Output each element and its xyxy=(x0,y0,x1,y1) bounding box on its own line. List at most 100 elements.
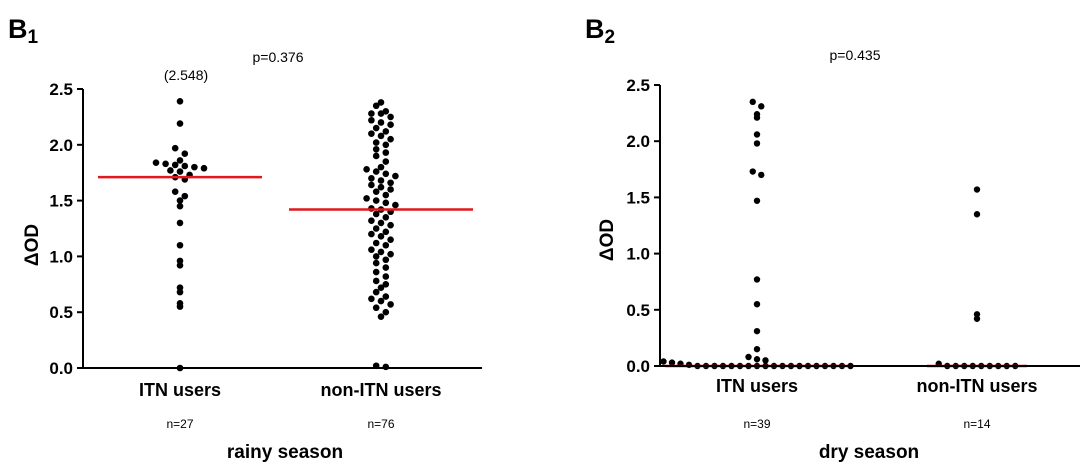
x-axis-label: dry season xyxy=(819,442,919,463)
data-point xyxy=(392,172,399,180)
data-point xyxy=(372,210,380,218)
data-point xyxy=(162,160,169,168)
data-point xyxy=(372,188,380,195)
data-point xyxy=(171,161,179,169)
data-points xyxy=(152,97,399,372)
data-point xyxy=(181,150,189,158)
data-point xyxy=(753,345,761,353)
n-label-itn: n=27 xyxy=(166,417,193,431)
data-point xyxy=(176,157,184,164)
data-point xyxy=(668,359,676,366)
data-point xyxy=(387,250,394,258)
data-point xyxy=(152,159,160,166)
y-tick-label: 2.0 xyxy=(49,136,73,155)
data-point xyxy=(372,239,380,247)
data-point xyxy=(382,128,390,135)
data-point xyxy=(372,288,380,296)
data-point xyxy=(660,358,667,365)
data-point xyxy=(368,174,375,182)
data-point xyxy=(382,199,390,207)
data-point xyxy=(176,120,184,127)
data-point xyxy=(181,162,189,170)
data-point xyxy=(382,293,390,300)
y-axis-label: ΔOD xyxy=(22,224,43,266)
data-point xyxy=(749,98,756,106)
data-point xyxy=(387,135,394,143)
category-label-itn: ITN users xyxy=(716,376,798,396)
data-point xyxy=(377,284,385,291)
data-point xyxy=(372,139,380,146)
data-point xyxy=(167,167,174,174)
y-tick-label: 0.0 xyxy=(626,357,650,376)
data-point xyxy=(368,295,375,303)
n-label-non-itn: n=14 xyxy=(963,417,990,431)
y-tick-label: 2.5 xyxy=(626,76,650,95)
data-point xyxy=(758,171,765,179)
panel-label: B1 xyxy=(8,14,39,48)
n-label-itn: n=39 xyxy=(743,417,770,431)
data-point xyxy=(372,124,380,132)
data-point xyxy=(387,236,394,243)
y-ticks: 0.0 0.5 1.0 1.5 2.0 2.5 xyxy=(49,80,83,378)
data-point xyxy=(176,241,184,249)
data-point xyxy=(176,97,184,105)
data-point xyxy=(387,221,394,229)
data-point xyxy=(368,181,375,189)
data-point xyxy=(377,110,385,117)
data-point xyxy=(753,140,761,147)
data-point xyxy=(191,163,198,171)
data-point xyxy=(753,356,761,363)
data-point xyxy=(753,327,761,335)
data-point xyxy=(973,315,981,322)
panel-b2: B2 p=0.435 ΔOD n=39 n=14 dry season ITN … xyxy=(585,14,1080,463)
outlier-annotation: (2.548) xyxy=(164,67,208,83)
data-point xyxy=(753,131,761,138)
data-point xyxy=(181,192,189,200)
data-point xyxy=(382,149,390,156)
data-points xyxy=(660,98,1019,370)
y-tick-label: 1.0 xyxy=(626,245,650,264)
data-point xyxy=(363,166,370,173)
data-point xyxy=(363,195,370,202)
axes xyxy=(659,85,1080,367)
y-tick-label: 0.0 xyxy=(49,359,73,378)
data-point xyxy=(372,268,380,276)
data-point xyxy=(377,119,385,126)
data-point xyxy=(171,188,179,195)
category-label-non-itn: non-ITN users xyxy=(916,376,1037,396)
data-point xyxy=(176,303,184,310)
category-label-itn: ITN users xyxy=(139,380,221,400)
data-point xyxy=(372,259,380,267)
data-point xyxy=(382,191,390,199)
data-point xyxy=(973,186,981,193)
data-point xyxy=(377,248,385,256)
data-point xyxy=(377,313,385,320)
data-point xyxy=(372,225,380,232)
data-point xyxy=(368,116,375,124)
data-point xyxy=(973,311,981,318)
data-point xyxy=(753,300,761,308)
data-point xyxy=(372,152,380,160)
data-point xyxy=(387,121,394,129)
data-point xyxy=(176,168,184,175)
data-point xyxy=(176,202,184,210)
data-point xyxy=(372,277,380,285)
y-axis-label: ΔOD xyxy=(597,219,618,261)
data-point xyxy=(377,297,385,305)
axes xyxy=(82,89,482,369)
data-point xyxy=(372,145,380,153)
data-point xyxy=(171,144,179,152)
y-tick-label: 1.5 xyxy=(626,188,650,207)
data-point xyxy=(382,264,390,271)
data-point xyxy=(762,357,769,364)
data-point xyxy=(372,102,380,110)
data-point xyxy=(372,253,380,260)
data-point xyxy=(372,168,380,175)
p-value: p=0.435 xyxy=(830,47,881,63)
y-tick-label: 2.5 xyxy=(49,80,73,99)
y-tick-label: 1.0 xyxy=(49,247,73,266)
data-point xyxy=(382,256,390,264)
data-point xyxy=(176,197,184,204)
data-point xyxy=(377,219,385,227)
x-axis-label: rainy season xyxy=(227,442,343,463)
